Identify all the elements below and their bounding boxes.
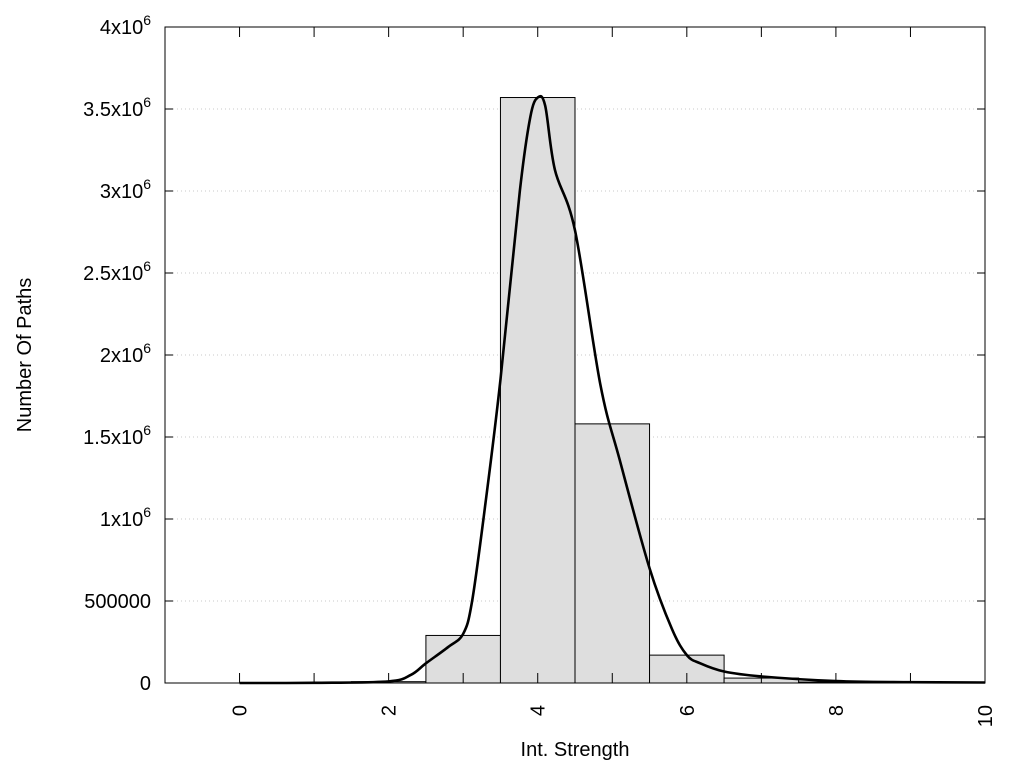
x-tick-label: 2 (379, 705, 401, 716)
y-tick-label: 3.5x106 (83, 94, 151, 121)
histogram-bar (575, 424, 650, 683)
x-tick-label: 0 (230, 705, 252, 716)
x-tick-label: 4 (528, 705, 550, 716)
y-tick-label: 1x106 (100, 504, 151, 531)
y-tick-label: 2x106 (100, 340, 151, 367)
bars (277, 98, 948, 683)
y-tick-label: 500000 (84, 591, 151, 613)
y-axis-label: Number Of Paths (14, 278, 36, 433)
y-tick-label: 0 (140, 673, 151, 695)
x-tick-label: 6 (677, 705, 699, 716)
y-tick-label: 3x106 (100, 176, 151, 203)
x-axis-label: Int. Strength (521, 739, 630, 761)
y-tick-label: 4x106 (100, 12, 151, 39)
y-tick-label: 2.5x106 (83, 258, 151, 285)
x-tick-label: 8 (826, 705, 848, 716)
y-tick-label: 1.5x106 (83, 422, 151, 449)
histogram-bar (500, 98, 575, 683)
x-tick-label: 10 (975, 705, 997, 727)
